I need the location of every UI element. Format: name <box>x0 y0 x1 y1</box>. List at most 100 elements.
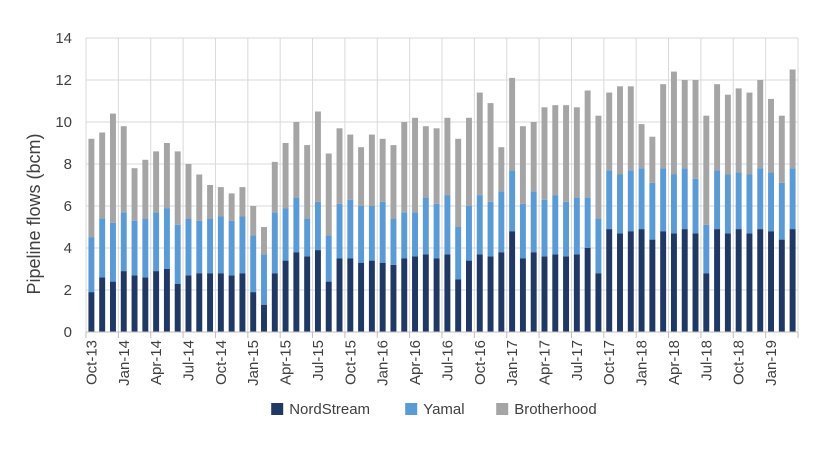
bar-brotherhood-sep-15 <box>336 128 343 204</box>
x-tick-label: Jan-19 <box>763 340 780 386</box>
bar-yamal-oct-16 <box>476 195 483 255</box>
bar-brotherhood-aug-15 <box>325 153 332 236</box>
legend-swatch-nordstream <box>271 403 284 415</box>
bar-yamal-mar-17 <box>530 191 537 253</box>
bar-yamal-dec-13 <box>110 222 116 282</box>
bar-nordstream-dec-16 <box>498 252 505 332</box>
bar-brotherhood-jun-14 <box>174 151 181 225</box>
bar-nordstream-jul-17 <box>573 254 580 332</box>
bar-nordstream-oct-14 <box>217 273 224 332</box>
bar-brotherhood-feb-19 <box>778 115 785 183</box>
bar-brotherhood-jul-15 <box>314 111 321 202</box>
bar-nordstream-dec-17 <box>627 231 634 332</box>
bar-nordstream-sep-18 <box>724 233 731 332</box>
bar-nordstream-mar-19 <box>789 229 796 332</box>
bar-nordstream-apr-17 <box>541 256 548 332</box>
x-tick-label: Jul-17 <box>569 340 586 381</box>
bar-brotherhood-feb-17 <box>519 126 526 204</box>
x-tick-label: Apr-17 <box>536 340 553 385</box>
bar-brotherhood-may-17 <box>552 105 559 196</box>
bar-brotherhood-mar-16 <box>401 122 408 213</box>
bar-yamal-jan-15 <box>250 235 257 293</box>
bar-yamal-may-18 <box>681 168 688 230</box>
bar-yamal-oct-15 <box>347 199 354 259</box>
bar-yamal-jan-17 <box>509 170 516 232</box>
bar-nordstream-feb-14 <box>131 275 138 332</box>
bar-brotherhood-may-16 <box>422 126 429 198</box>
bar-yamal-jun-15 <box>304 218 311 257</box>
bar-yamal-nov-14 <box>228 220 235 276</box>
bar-brotherhood-jan-19 <box>768 98 774 173</box>
bar-yamal-sep-14 <box>207 218 214 274</box>
bar-brotherhood-oct-15 <box>347 134 354 200</box>
bar-brotherhood-dec-17 <box>627 86 634 171</box>
bar-nordstream-nov-17 <box>617 233 623 332</box>
bar-nordstream-mar-14 <box>142 277 149 332</box>
bar-brotherhood-jun-16 <box>433 128 440 204</box>
x-tick-label: Jan-14 <box>116 340 133 386</box>
bar-yamal-jul-15 <box>314 201 321 251</box>
bar-nordstream-sep-14 <box>207 273 214 332</box>
bar-yamal-sep-18 <box>724 174 731 234</box>
bar-yamal-nov-15 <box>358 206 365 263</box>
bar-brotherhood-mar-15 <box>271 161 278 213</box>
bar-yamal-dec-18 <box>757 168 764 230</box>
bar-yamal-apr-18 <box>670 174 677 234</box>
bar-nordstream-mar-15 <box>271 273 278 332</box>
bar-nordstream-dec-18 <box>757 229 764 332</box>
bar-brotherhood-nov-13 <box>99 132 106 219</box>
bar-brotherhood-sep-18 <box>724 94 731 175</box>
y-tick-label: 14 <box>55 30 72 47</box>
bar-nordstream-feb-17 <box>519 258 526 332</box>
x-tick-label: Apr-15 <box>278 340 295 385</box>
bar-brotherhood-apr-16 <box>412 117 418 213</box>
y-tick-label: 4 <box>64 240 72 257</box>
bar-yamal-oct-14 <box>217 216 224 274</box>
bar-nordstream-feb-18 <box>649 239 656 332</box>
x-tick-label: Jan-16 <box>375 340 392 386</box>
bar-brotherhood-dec-14 <box>239 187 246 217</box>
bar-brotherhood-jan-15 <box>250 206 257 236</box>
bar-yamal-may-16 <box>422 197 429 255</box>
bar-brotherhood-apr-15 <box>282 143 289 209</box>
x-tick-label: Oct-16 <box>472 340 489 385</box>
bar-yamal-feb-17 <box>519 203 526 259</box>
bar-nordstream-oct-15 <box>347 258 354 332</box>
bar-brotherhood-dec-13 <box>110 113 116 223</box>
bar-nordstream-feb-15 <box>261 304 267 332</box>
bars <box>88 69 796 332</box>
bar-yamal-jan-18 <box>638 168 645 230</box>
bar-nordstream-dec-15 <box>368 260 375 332</box>
bar-yamal-jul-17 <box>573 197 580 255</box>
bar-brotherhood-jan-17 <box>509 77 516 171</box>
bar-brotherhood-nov-16 <box>487 103 494 202</box>
bar-yamal-mar-19 <box>789 168 796 230</box>
bar-brotherhood-may-15 <box>293 122 300 198</box>
x-tick-label: Oct-18 <box>731 340 748 385</box>
bar-nordstream-jan-14 <box>120 271 127 332</box>
bar-yamal-aug-16 <box>455 227 462 280</box>
legend-label-brotherhood: Brotherhood <box>514 401 597 418</box>
bar-brotherhood-nov-18 <box>746 92 753 175</box>
bar-yamal-dec-16 <box>498 191 505 253</box>
bar-nordstream-jan-15 <box>250 292 257 332</box>
y-tick-label: 12 <box>55 72 72 89</box>
gridlines <box>85 37 799 332</box>
bar-yamal-mar-18 <box>660 168 667 232</box>
bar-yamal-dec-15 <box>368 206 375 261</box>
bar-brotherhood-jan-18 <box>638 124 645 169</box>
legend-swatch-yamal <box>405 403 418 415</box>
x-tick-label: Apr-18 <box>666 340 683 385</box>
bar-nordstream-dec-13 <box>110 281 116 332</box>
bar-brotherhood-aug-18 <box>714 84 721 171</box>
bar-yamal-may-15 <box>293 197 300 253</box>
bar-nordstream-aug-18 <box>714 229 721 332</box>
bar-yamal-nov-18 <box>746 174 753 234</box>
bar-brotherhood-oct-17 <box>606 92 613 171</box>
bar-nordstream-may-18 <box>681 229 688 332</box>
bar-yamal-feb-18 <box>649 182 656 240</box>
bar-yamal-jan-14 <box>120 212 127 272</box>
bar-nordstream-may-14 <box>163 269 170 332</box>
bar-yamal-jun-18 <box>692 178 699 234</box>
